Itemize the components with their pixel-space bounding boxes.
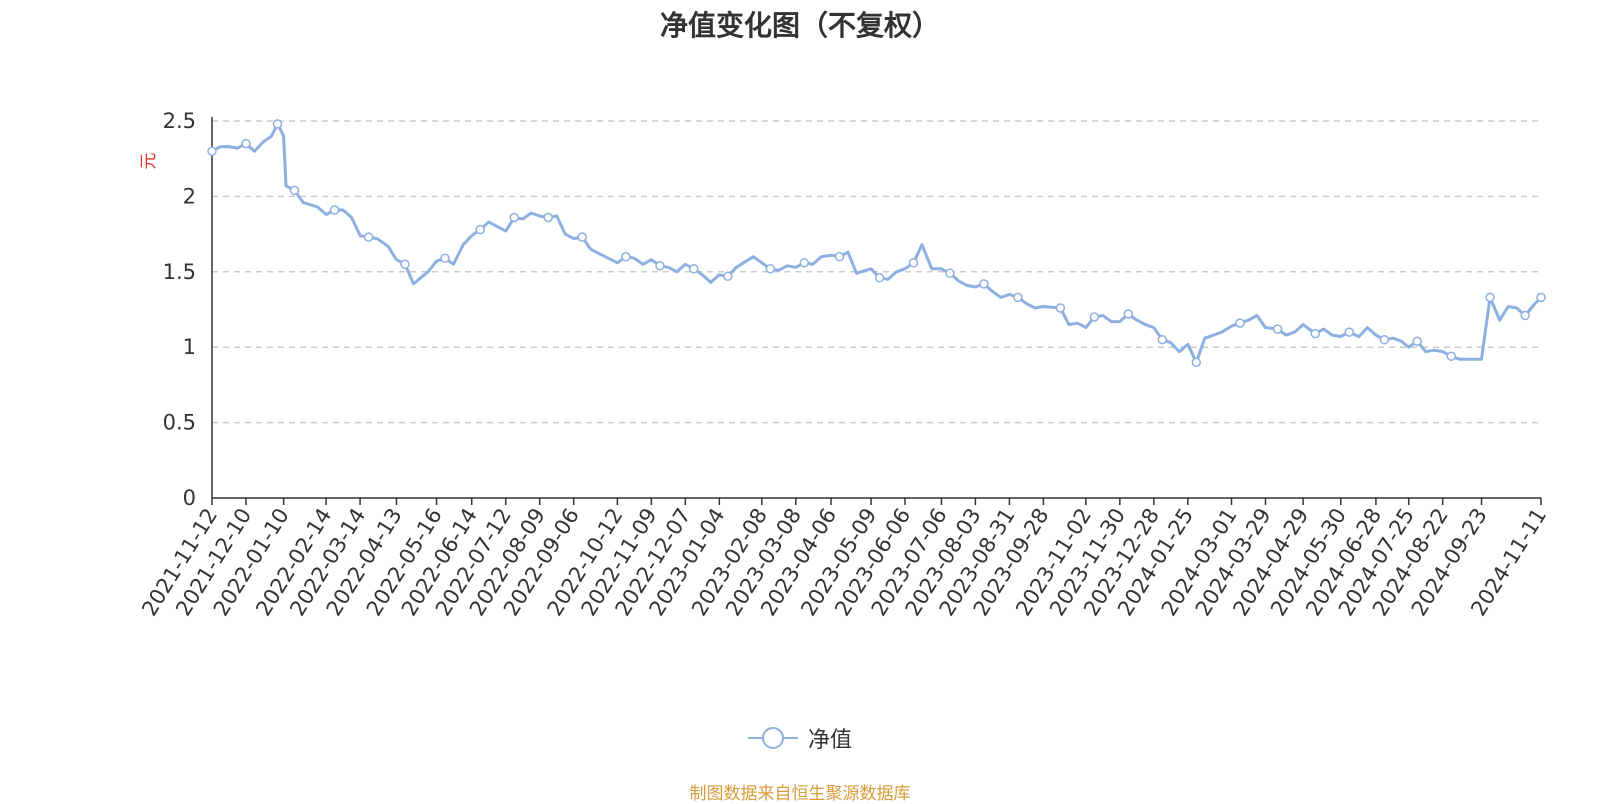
data-point-marker xyxy=(689,264,699,274)
y-tick-label: 1 xyxy=(183,335,196,359)
x-tick-labels: 2021-11-122021-12-102022-01-102022-02-14… xyxy=(137,504,1551,620)
data-point-marker xyxy=(1089,312,1100,322)
data-point-marker xyxy=(979,279,989,289)
y-tick-label: 1.5 xyxy=(163,260,196,284)
legend[interactable]: 净值 xyxy=(0,722,1600,754)
data-point-marker xyxy=(834,251,845,262)
data-point-marker xyxy=(1013,292,1023,303)
chart-title: 净值变化图（不复权） xyxy=(659,9,940,42)
data-point-marker xyxy=(440,253,450,263)
data-point-marker xyxy=(1157,334,1168,345)
data-point-marker xyxy=(241,138,251,149)
y-axis-label: 元 xyxy=(139,153,159,170)
axes xyxy=(211,117,1542,505)
data-point-marker xyxy=(1235,318,1245,328)
data-point-marker xyxy=(543,212,553,223)
data-point-marker xyxy=(723,271,733,282)
y-tick-label: 2.5 xyxy=(163,109,196,133)
data-point-marker xyxy=(1055,303,1066,313)
data-point-marker xyxy=(363,232,374,242)
data-point-marker xyxy=(621,251,631,262)
y-tick-label: 2 xyxy=(183,184,196,208)
data-point-marker xyxy=(908,258,919,268)
data-point-marker xyxy=(1412,336,1422,346)
y-tick-label: 0 xyxy=(183,486,196,510)
data-point-marker xyxy=(1446,351,1456,361)
legend-label: 净值 xyxy=(807,728,852,753)
data-point-marker xyxy=(1123,309,1134,319)
data-point-marker xyxy=(1379,334,1390,345)
data-point-marker xyxy=(874,273,885,283)
data-point-marker xyxy=(1272,324,1283,334)
data-point-marker xyxy=(400,259,410,270)
data-point-marker xyxy=(1485,292,1495,303)
series-markers xyxy=(207,119,1546,368)
source-note: 制图数据来自恒生聚源数据库 xyxy=(689,784,911,804)
data-point-marker xyxy=(1520,310,1530,321)
data-point-marker xyxy=(655,261,665,271)
data-point-marker xyxy=(1536,292,1546,303)
data-point-marker xyxy=(1344,327,1354,337)
y-tick-label: 0.5 xyxy=(163,411,196,435)
series-line-layer xyxy=(210,122,1543,364)
data-point-marker xyxy=(207,146,217,156)
data-point-marker xyxy=(509,212,519,223)
data-point-marker xyxy=(475,224,485,235)
data-point-marker xyxy=(799,258,810,268)
data-point-marker xyxy=(1310,328,1321,339)
data-point-marker xyxy=(945,268,955,279)
data-point-marker xyxy=(765,264,776,274)
data-point-marker xyxy=(1191,357,1202,368)
legend-marker-icon xyxy=(747,727,798,749)
series-line-net-value xyxy=(210,122,1543,364)
data-point-marker xyxy=(289,185,300,196)
grid-lines xyxy=(212,120,1541,424)
y-tick-labels: 0 0.5 1 1.5 2 2.5 xyxy=(163,109,196,510)
data-point-marker xyxy=(272,119,283,129)
data-point-marker xyxy=(329,205,340,215)
data-point-marker xyxy=(577,232,587,242)
